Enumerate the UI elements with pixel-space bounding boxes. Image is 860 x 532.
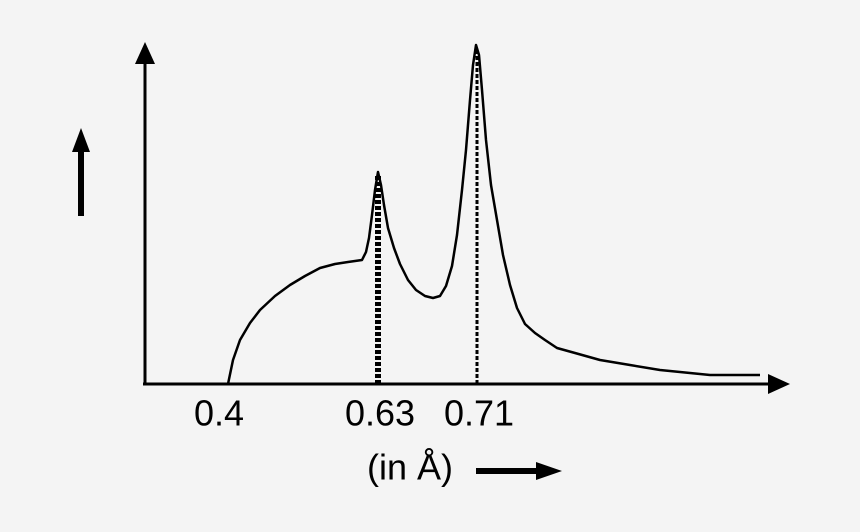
x-axis-unit-label: (in Å) <box>367 447 453 488</box>
x-axis-arrowhead <box>768 374 790 394</box>
intensity-arrowhead <box>72 128 90 152</box>
x-tick-label: 0.63 <box>345 393 415 434</box>
y-axis-arrowhead <box>135 42 155 64</box>
x-tick-label: 0.71 <box>444 393 514 434</box>
wavelength-arrowhead <box>536 462 562 480</box>
spectrum-curve <box>226 43 760 385</box>
x-tick-label: 0.4 <box>194 393 244 434</box>
